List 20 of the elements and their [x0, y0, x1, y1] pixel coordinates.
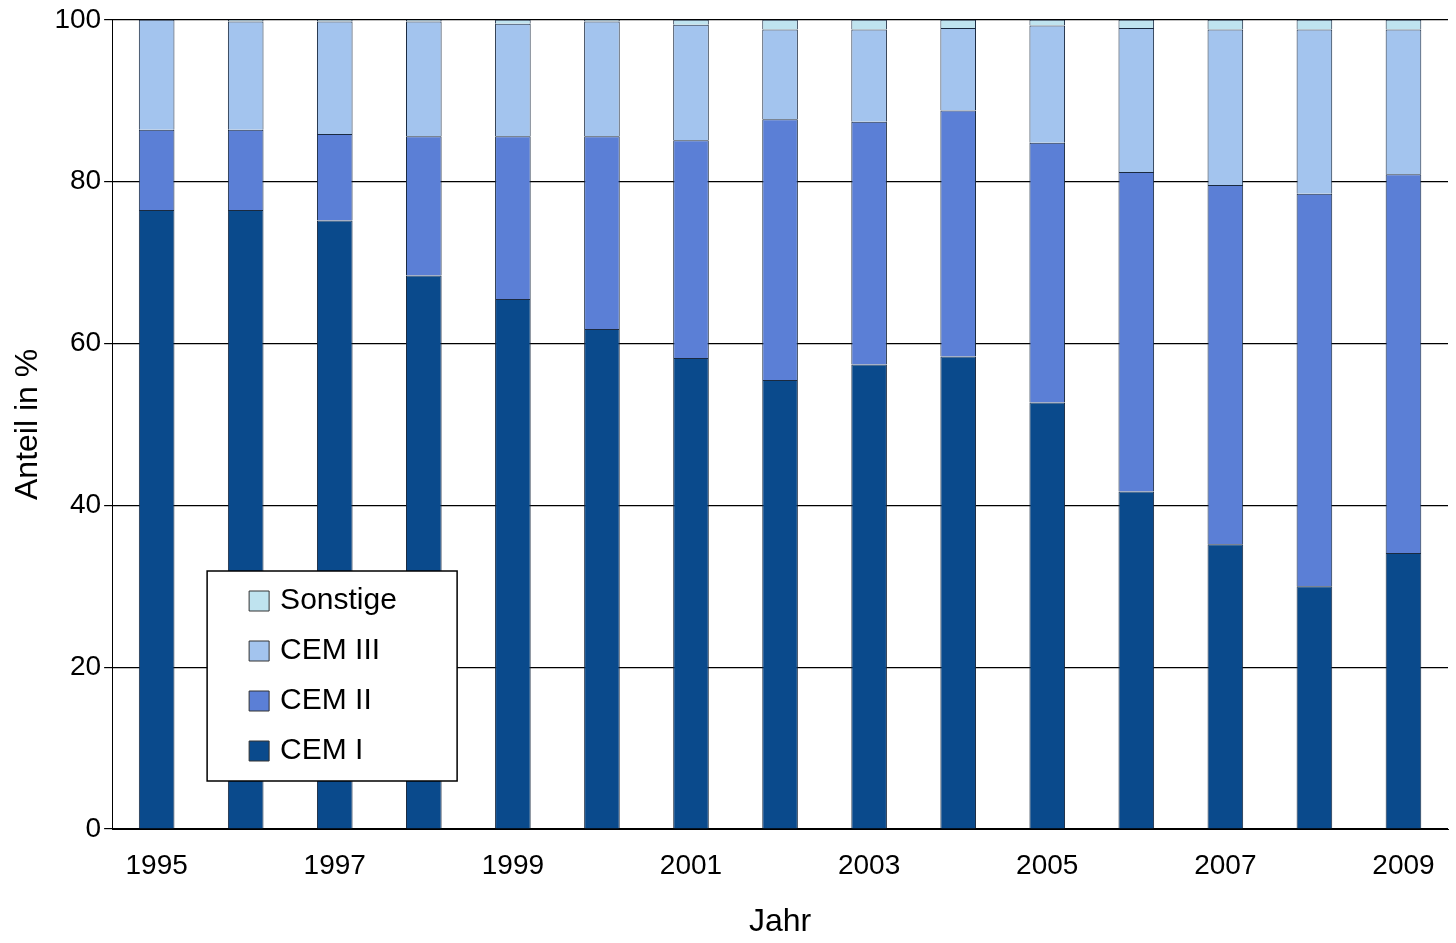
y-tick-label: 80	[69, 164, 102, 196]
legend-label: CEM III	[280, 632, 381, 666]
legend-label: CEM II	[280, 682, 372, 716]
x-tick-label: 2001	[659, 848, 723, 880]
y-tick-label: 20	[69, 649, 102, 681]
x-tick-label: 2005	[1016, 848, 1079, 880]
x-axis-title: Jahr	[748, 901, 812, 938]
x-tick-label: 2009	[1372, 848, 1435, 880]
x-tick-label: 1999	[481, 848, 545, 880]
x-tick-label: 1997	[303, 848, 366, 880]
x-tick-label: 2007	[1194, 848, 1257, 880]
legend-label: CEM I	[280, 732, 364, 766]
y-tick-label: 100	[54, 2, 102, 34]
legend-label: Sonstige	[280, 582, 397, 616]
y-tick-label: 60	[69, 326, 102, 358]
y-tick-label: 0	[85, 811, 102, 843]
y-tick-label: 40	[69, 488, 102, 520]
y-axis-title: Anteil in %	[8, 348, 45, 500]
x-tick-label: 1995	[125, 848, 188, 880]
x-tick-label: 2003	[837, 848, 901, 880]
